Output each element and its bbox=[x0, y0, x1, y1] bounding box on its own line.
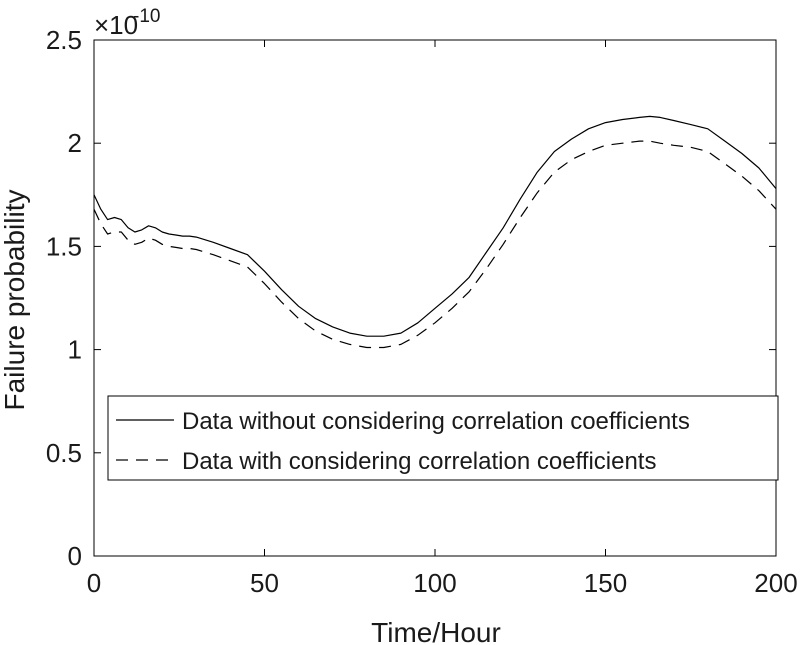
y-tick-label: 0.5 bbox=[46, 438, 82, 468]
y-tick-label: 2 bbox=[68, 128, 82, 158]
x-tick-label: 50 bbox=[250, 568, 279, 598]
y-axis-exponent-base: ×10 bbox=[94, 10, 138, 40]
x-tick-label: 150 bbox=[584, 568, 627, 598]
series-line-1 bbox=[93, 140, 777, 349]
series-line-0 bbox=[93, 115, 777, 337]
x-axis-label: Time/Hour bbox=[371, 617, 501, 645]
y-tick-label: 2.5 bbox=[46, 25, 82, 55]
y-tick-label: 0 bbox=[68, 541, 82, 571]
legend-box bbox=[107, 395, 779, 481]
legend: Data without considering correlation coe… bbox=[107, 395, 779, 481]
ticks-layer: 0 50 100 150 200 0 0.5 1 1.5 2 2.5 bbox=[46, 25, 798, 598]
x-tick-label: 0 bbox=[87, 568, 101, 598]
y-axis-label: Failure probability bbox=[0, 190, 30, 411]
y-tick-label: 1 bbox=[68, 335, 82, 365]
series-layer bbox=[93, 115, 777, 349]
y-tick-label: 1.5 bbox=[46, 231, 82, 261]
x-tick-label: 100 bbox=[413, 568, 456, 598]
legend-label-0: Data without considering correlation coe… bbox=[182, 408, 690, 435]
legend-label-1: Data with considering correlation coeffi… bbox=[182, 448, 656, 475]
y-axis-exponent-power: -10 bbox=[133, 6, 160, 27]
x-tick-label: 200 bbox=[754, 568, 797, 598]
